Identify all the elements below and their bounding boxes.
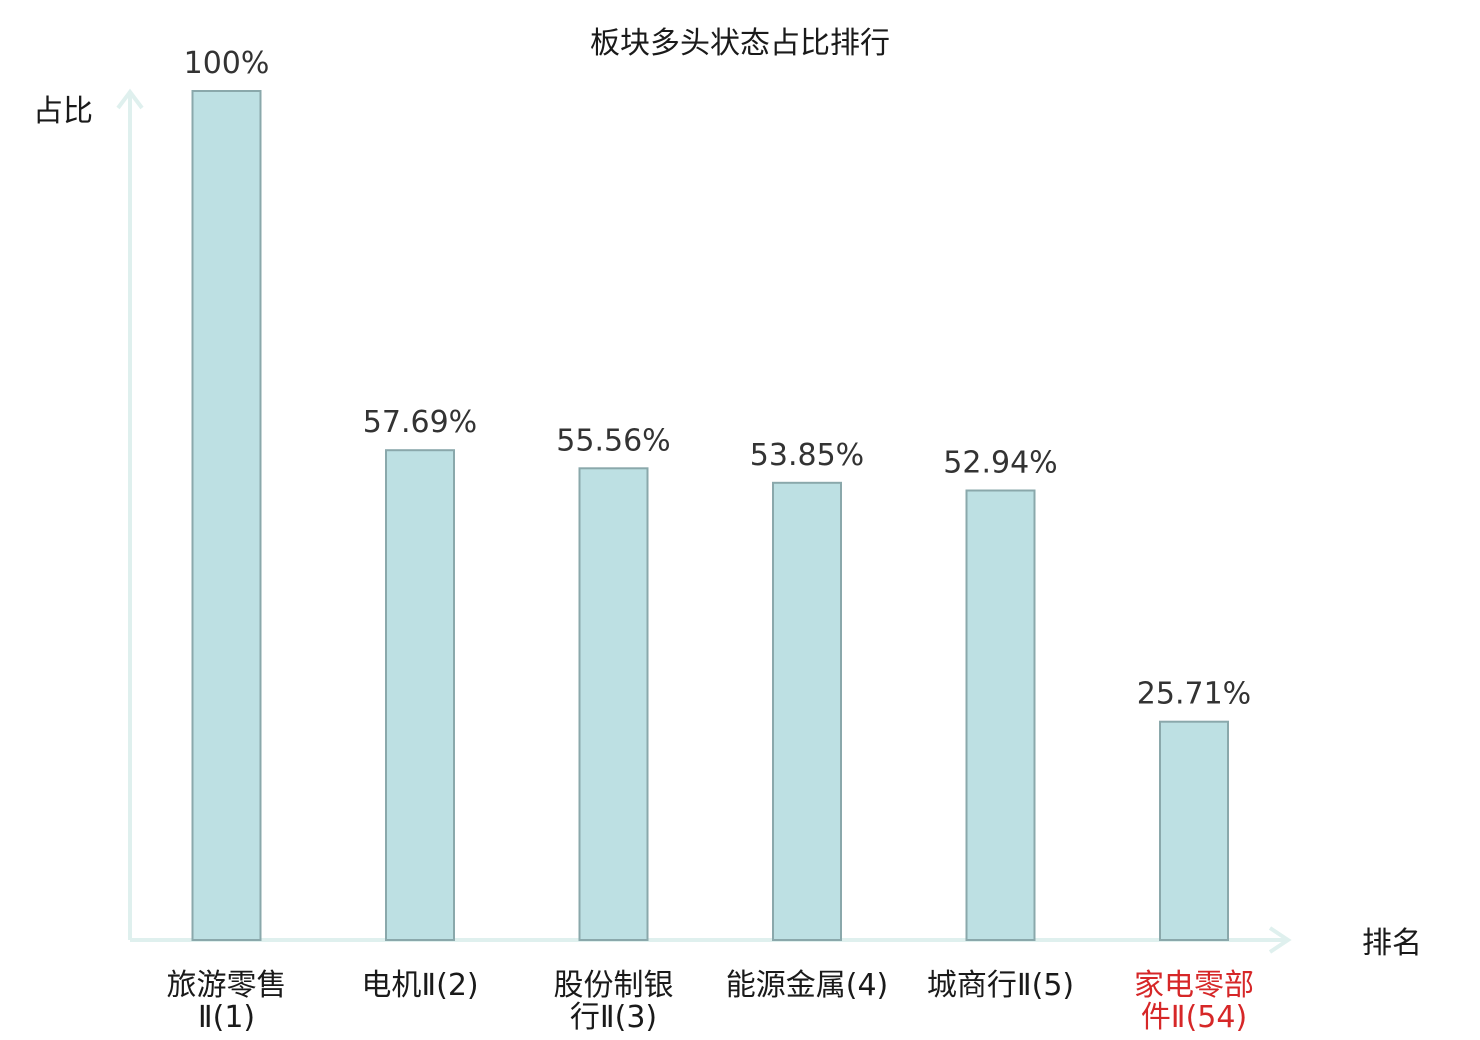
bar (772, 481, 842, 941)
bar (1159, 720, 1229, 942)
x-axis-label: 排名 (1362, 926, 1422, 961)
bar-value-label: 53.85% (750, 438, 864, 473)
category-labels-group: 旅游零售 Ⅱ(1) 电机Ⅱ(2) 股份制银行Ⅱ(3) 能源金属(4) 城商行Ⅱ(5) 家电零… (167, 968, 1255, 1035)
category-label: 旅游零售 Ⅱ(1) (167, 968, 287, 1035)
bar-value-label: 25.71% (1137, 677, 1251, 712)
category-label-line: 家电零部 (1134, 968, 1254, 1003)
bar (578, 467, 649, 941)
category-label: 能源金属(4) (726, 968, 889, 1003)
value-labels-group: 100% 57.69% 55.56% 53.85% 52.94% 25.71% (184, 46, 1252, 712)
category-label-line: 能源金属(4) (726, 968, 889, 1003)
y-axis (116, 88, 144, 940)
category-label: 城商行Ⅱ(5) (927, 968, 1074, 1003)
bar-value-label: 100% (184, 46, 270, 81)
category-label: 电机Ⅱ(2) (361, 968, 478, 1003)
category-label-line: 城商行Ⅱ(5) (927, 968, 1074, 1003)
x-axis (130, 926, 1292, 954)
category-label-line: 电机Ⅱ(2) (361, 968, 478, 1003)
bar (385, 449, 455, 941)
category-label-line: 旅游零售 (167, 968, 287, 1003)
bar-value-label: 55.56% (556, 423, 670, 458)
bar-value-label: 57.69% (363, 405, 477, 440)
bar (191, 90, 262, 941)
category-label-line: 股份制银 (554, 968, 674, 1003)
bar (965, 489, 1036, 941)
category-label: 股份制银行Ⅱ(3) (554, 968, 674, 1035)
y-axis-label: 占比 (33, 94, 93, 129)
bar-value-label: 52.94% (943, 446, 1057, 481)
category-label-line: Ⅱ(1) (198, 1000, 255, 1035)
chart-title: 板块多头状态占比排行 (590, 26, 890, 61)
category-label-line: 件Ⅱ(54) (1141, 1000, 1247, 1035)
category-label-line: 行Ⅱ(3) (570, 1000, 657, 1035)
category-label: 家电零部件Ⅱ(54) (1134, 968, 1254, 1035)
bars-group (191, 90, 1229, 942)
